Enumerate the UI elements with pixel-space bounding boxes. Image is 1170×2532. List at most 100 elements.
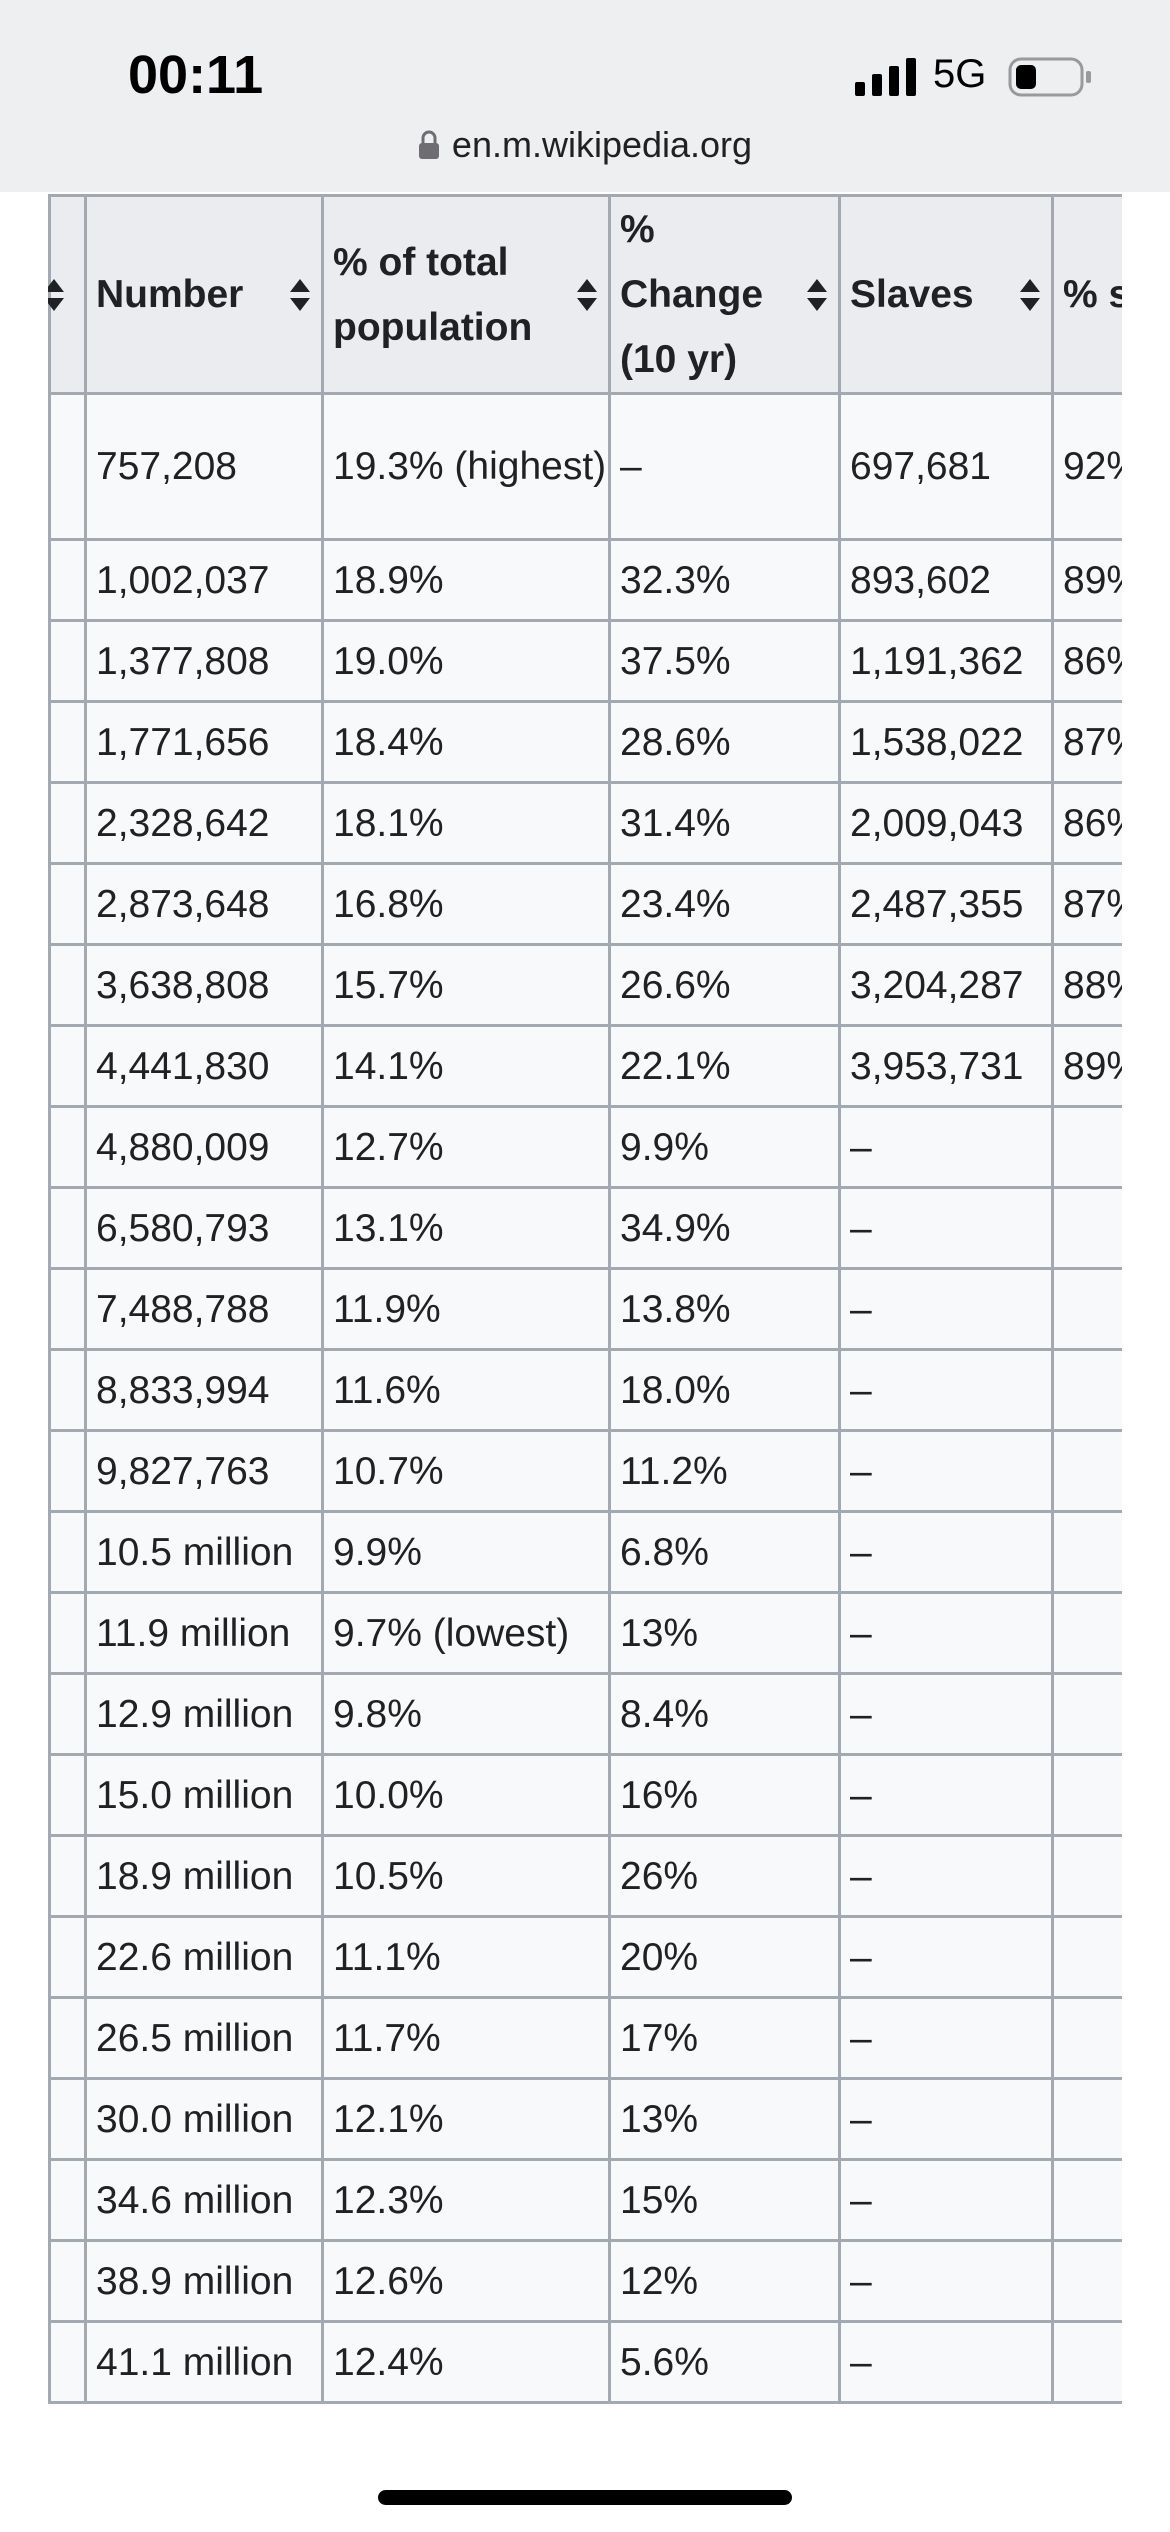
clipped-cell <box>48 1510 87 1594</box>
table-cell: – <box>1051 1105 1122 1189</box>
clipped-header[interactable] <box>48 194 87 395</box>
home-indicator <box>378 2490 792 2505</box>
table-cell: 18.9 million <box>84 1834 324 1918</box>
table-cell: 86% <box>1051 619 1122 703</box>
table-cell: 11.9% <box>321 1267 611 1351</box>
table-cell: – <box>838 2239 1054 2323</box>
table-cell: 4,441,830 <box>84 1024 324 1108</box>
header-text: Slaves <box>850 273 974 316</box>
header-text: % of total population <box>333 240 533 349</box>
table-cell: 12.6% <box>321 2239 611 2323</box>
clipped-cell <box>48 1024 87 1108</box>
url-text: en.m.wikipedia.org <box>451 124 753 165</box>
table-cell: 34.6 million <box>84 2158 324 2242</box>
table-cell: 6,580,793 <box>84 1186 324 1270</box>
table-cell: 86% <box>1051 781 1122 865</box>
url-bar[interactable]: en.m.wikipedia.org <box>0 124 1170 166</box>
table-cell: 3,638,808 <box>84 943 324 1027</box>
table-cell: 8,833,994 <box>84 1348 324 1432</box>
data-table: Number % of total population % Change (10 … <box>48 194 1122 2404</box>
table-cell: – <box>838 2077 1054 2161</box>
clipped-cell <box>48 2320 87 2404</box>
lock-icon <box>418 130 439 159</box>
table-cell: – <box>1051 2239 1122 2323</box>
table-cell: 31.4% <box>608 781 841 865</box>
table-cell: 32.3% <box>608 538 841 622</box>
column-header[interactable]: % sla <box>1051 194 1122 395</box>
header-text: % sla <box>1063 273 1122 316</box>
table-cell: – <box>1051 2158 1122 2242</box>
table-cell: – <box>1051 2320 1122 2404</box>
table-cell: 5.6% <box>608 2320 841 2404</box>
table-cell: 697,681 <box>838 392 1054 541</box>
clipped-cell <box>48 943 87 1027</box>
table-cell: – <box>838 1186 1054 1270</box>
table-cell: 20% <box>608 1915 841 1999</box>
table-cell: 13.8% <box>608 1267 841 1351</box>
table-cell: 30.0 million <box>84 2077 324 2161</box>
clipped-cell <box>48 700 87 784</box>
table-cell: 11.1% <box>321 1915 611 1999</box>
table-cell: 34.9% <box>608 1186 841 1270</box>
table-cell: 10.5 million <box>84 1510 324 1594</box>
clipped-cell <box>48 1267 87 1351</box>
table-cell: 1,191,362 <box>838 619 1054 703</box>
table-cell: 3,204,287 <box>838 943 1054 1027</box>
table-cell: 23.4% <box>608 862 841 946</box>
clipped-cell <box>48 1105 87 1189</box>
column-header[interactable]: Slaves <box>838 194 1054 395</box>
table-cell: – <box>838 1267 1054 1351</box>
table-cell: 17% <box>608 1996 841 2080</box>
table-cell: 22.1% <box>608 1024 841 1108</box>
clipped-cell <box>48 1348 87 1432</box>
table-cell: – <box>1051 1915 1122 1999</box>
clipped-cell <box>48 2239 87 2323</box>
table-cell: 89% <box>1051 1024 1122 1108</box>
table-cell: 22.6 million <box>84 1915 324 1999</box>
header-text: % Change (10 yr) <box>620 208 764 381</box>
table-cell: 92% <box>1051 392 1122 541</box>
table-cell: 26% <box>608 1834 841 1918</box>
table-cell: – <box>838 1429 1054 1513</box>
clipped-cell <box>48 1834 87 1918</box>
sort-icon <box>807 278 827 311</box>
header-row: Number % of total population % Change (10 … <box>48 194 1122 395</box>
sort-icon <box>577 278 597 311</box>
network-type: 5G <box>933 52 987 96</box>
table-cell: 12% <box>608 2239 841 2323</box>
table-cell: 88% <box>1051 943 1122 1027</box>
table-cell: 26.6% <box>608 943 841 1027</box>
column-header[interactable]: Number <box>84 194 324 395</box>
table-cell: 9.9% <box>608 1105 841 1189</box>
table-cell: 16.8% <box>321 862 611 946</box>
table-cell: – <box>1051 1672 1122 1756</box>
table-cell: 1,377,808 <box>84 619 324 703</box>
table-cell: 11.6% <box>321 1348 611 1432</box>
table-cell: – <box>1051 2077 1122 2161</box>
clipped-cell <box>48 392 87 541</box>
column-header[interactable]: % Change (10 yr) <box>608 194 841 395</box>
column-header[interactable]: % of total population <box>321 194 611 395</box>
table-cell: – <box>838 1672 1054 1756</box>
table-cell: 12.7% <box>321 1105 611 1189</box>
table-cell: 10.5% <box>321 1834 611 1918</box>
status-bar: 00:11 5G en.m.wikipedia.org <box>0 0 1170 192</box>
sort-icon <box>290 278 310 311</box>
table-cell: 16% <box>608 1753 841 1837</box>
table-cell: 38.9 million <box>84 2239 324 2323</box>
clipped-cell <box>48 1915 87 1999</box>
